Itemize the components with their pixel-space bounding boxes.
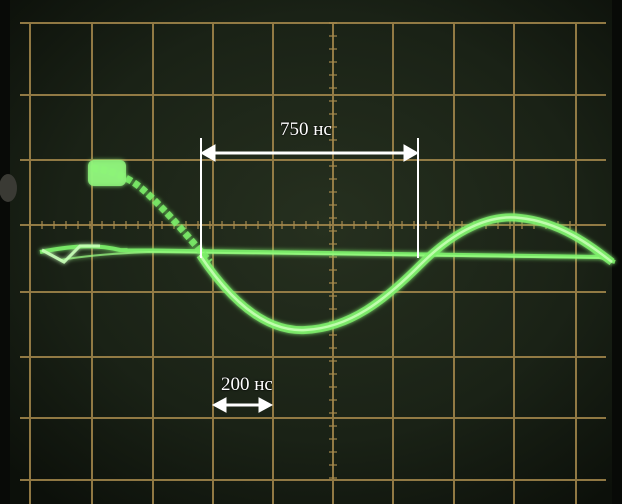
period-arrow-left-head: [199, 144, 216, 162]
left-spike: [41, 244, 100, 264]
bezel-right: [612, 0, 622, 504]
division-arrow-left-head: [211, 397, 227, 413]
transient-blob: [88, 160, 126, 186]
division-arrow-right-head: [258, 397, 274, 413]
bezel-left: [0, 0, 10, 504]
period-label: 750 нс: [280, 119, 332, 140]
period-marker: [199, 138, 420, 258]
division-marker: [211, 397, 274, 413]
bezel-knob: [0, 174, 17, 202]
signal-trace: [39, 160, 616, 335]
period-arrow-right-head: [403, 144, 420, 162]
baseline-trace-thin: [59, 250, 611, 261]
initial-transient: [91, 164, 213, 265]
ringing-wave-core: [198, 216, 613, 332]
division-label: 200 нс: [221, 374, 273, 395]
graticule: [20, 22, 606, 504]
